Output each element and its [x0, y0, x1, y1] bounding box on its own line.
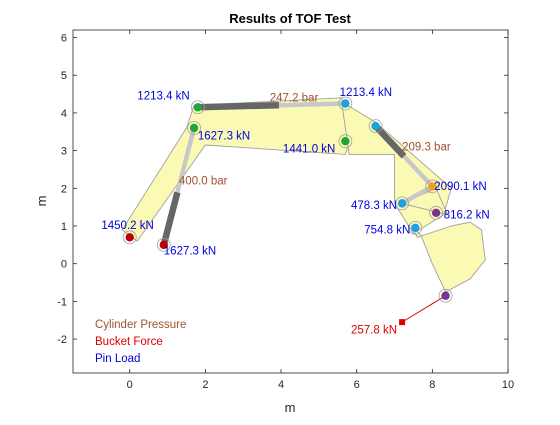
pins-layer [122, 96, 453, 303]
links-layer [121, 97, 486, 293]
boom-cylinder-pressure-label: 400.0 bar [179, 176, 228, 188]
x-axis-label: m [285, 400, 296, 415]
boom-cylinder-base-pin [159, 240, 168, 250]
y-tick-label: -1 [57, 296, 67, 308]
bucket-cylinder-barrel [373, 123, 407, 159]
bucket-cylinder-rod-pin [428, 182, 437, 191]
bucket-link-pin [431, 208, 441, 218]
arm-cylinder-base-pin [193, 103, 203, 112]
bucket-force-vector [401, 295, 446, 323]
link-pin [397, 199, 407, 208]
legend: Cylinder Pressure Bucket Force Pin Load [95, 319, 186, 365]
y-tick-label: 3 [61, 146, 67, 158]
bucket-tip-pin-ring [438, 288, 453, 303]
bucket-force-label: 257.8 kN [351, 324, 397, 336]
arm-cylinder-rod-pin [341, 99, 350, 108]
arm-cylinder-rod-pin-ring [338, 96, 353, 111]
bucket-cylinder-pressure-label: 209.3 bar [402, 142, 451, 154]
bucket-cylinder-base-pin [371, 121, 380, 131]
boom-cylinder-rod-pin-ring [187, 121, 201, 135]
bucket-link-rod-rod [400, 184, 434, 206]
boom-cylinder-rod-pin [189, 123, 199, 133]
y-axis-label: m [34, 196, 49, 207]
y-tick-label: 1 [61, 221, 67, 233]
boom-cylinder-base-pin-ring [156, 237, 171, 252]
cylinders-layer [160, 101, 434, 246]
x-tick-label: 0 [127, 379, 133, 391]
x-ticks: 0 2 4 6 8 10 [127, 30, 514, 391]
x-tick-label: 6 [354, 379, 360, 391]
y-tick-label: 4 [61, 108, 67, 120]
legend-bucket-force: Bucket Force [95, 336, 163, 348]
y-tick-label: 6 [61, 33, 67, 45]
arm-tip-pin [411, 223, 420, 233]
boom-cylinder-rod [175, 127, 197, 193]
arm-tip-pin-ring [408, 220, 423, 235]
boom-cylinder-base-pin-load-label: 1627.3 kN [164, 245, 216, 257]
boom-tip-pin [341, 136, 350, 146]
arm-cylinder-base-pin-load-label: 1213.4 kN [137, 91, 189, 103]
boom-tip-pin-load-label: 1441.0 kN [283, 144, 335, 156]
x-tick-label: 4 [278, 379, 284, 391]
bucket-link-pin-load-label: 816.2 kN [444, 209, 490, 221]
boom-foot-pin-ring [122, 230, 137, 245]
x-tick-label: 10 [502, 379, 514, 391]
bucket-cylinder-base-pin-ring [368, 119, 383, 134]
arm-cylinder-rod-pin-load-label: 1213.4 kN [340, 87, 392, 99]
bucket-cylinder-rod-pin-load-label: 2090.1 kN [434, 181, 486, 193]
bucket-cylinder-rod-pin-ring [425, 179, 440, 194]
y-ticks: -2 -1 0 1 2 3 4 5 6 [57, 33, 508, 346]
link-bucket [411, 221, 486, 293]
y-tick-label: -2 [57, 334, 67, 346]
axes-box [72, 29, 509, 374]
boom-cylinder-rod-pin-load-label: 1627.3 kN [198, 130, 250, 142]
arm-tip-pin-load-label: 754.8 kN [364, 225, 410, 237]
boom-tip-pin-ring [338, 134, 353, 149]
boom-cylinder-barrel [160, 191, 181, 246]
arm-cylinder-pressure-label: 247.2 bar [270, 93, 319, 105]
legend-pin-load: Pin Load [95, 353, 140, 365]
link-pin-load-label: 478.3 kN [351, 200, 397, 212]
chart-title: Results of TOF Test [229, 11, 351, 26]
x-tick-label: 8 [429, 379, 435, 391]
link-pin-ring [395, 196, 409, 211]
bucket-force-layer [399, 295, 446, 326]
x-tick-label: 2 [202, 379, 208, 391]
labels-layer: 400.0 bar 247.2 bar 209.3 bar 257.8 kN 1450.… [101, 87, 489, 336]
legend-cylinder-pressure: Cylinder Pressure [95, 319, 186, 331]
y-tick-label: 2 [61, 183, 67, 195]
y-tick-label: 5 [61, 70, 67, 82]
bucket-link-pin-ring [429, 205, 444, 220]
bucket-tip-pin [441, 291, 450, 300]
bucket-cylinder-rod [402, 154, 434, 188]
y-tick-label: 0 [61, 259, 67, 271]
boom-foot-pin-load-label: 1450.2 kN [101, 220, 153, 232]
arm-cylinder-rod [278, 101, 346, 108]
arm-cylinder-barrel [197, 101, 280, 111]
bucket-force-marker [399, 319, 406, 326]
boom-foot-pin [125, 233, 134, 242]
arm-cylinder-base-pin-ring [190, 100, 205, 115]
